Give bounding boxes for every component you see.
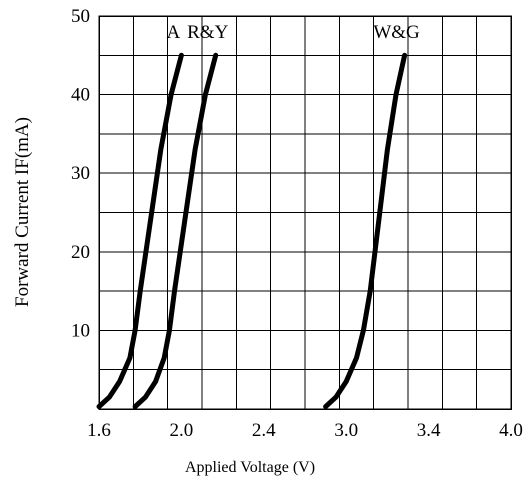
x-tick-label: 3.0 (334, 420, 358, 441)
y-tick-labels: 10 20 30 40 50 (71, 6, 90, 341)
series-line-1 (132, 52, 219, 410)
x-tick-label: 2.0 (170, 420, 194, 441)
y-axis-label: Forward Current IF(mA) (12, 117, 33, 307)
x-axis-label: Applied Voltage (V) (185, 459, 315, 476)
series-line-0 (96, 52, 184, 410)
series-labels: A R&Y W&G (167, 22, 421, 43)
y-tick-label: 20 (71, 242, 90, 263)
x-tick-label: 1.6 (87, 420, 111, 441)
y-tick-label: 10 (71, 320, 90, 341)
x-tick-label: 3.4 (417, 420, 441, 441)
series-label-1: R&Y (187, 22, 228, 43)
plot-frame (98, 15, 512, 410)
x-tick-label: 2.4 (252, 420, 276, 441)
y-tick-label: 50 (71, 6, 90, 27)
series-line-2 (323, 52, 408, 410)
series-curves (96, 52, 408, 410)
y-tick-label: 40 (71, 85, 90, 106)
series-label-2: W&G (373, 22, 420, 43)
series-label-0: A (167, 22, 181, 43)
x-tick-labels: 1.6 2.0 2.4 3.0 3.4 4.0 (87, 420, 523, 441)
x-tick-label: 4.0 (499, 420, 523, 441)
y-tick-label: 30 (71, 163, 90, 184)
grid (98, 15, 512, 409)
